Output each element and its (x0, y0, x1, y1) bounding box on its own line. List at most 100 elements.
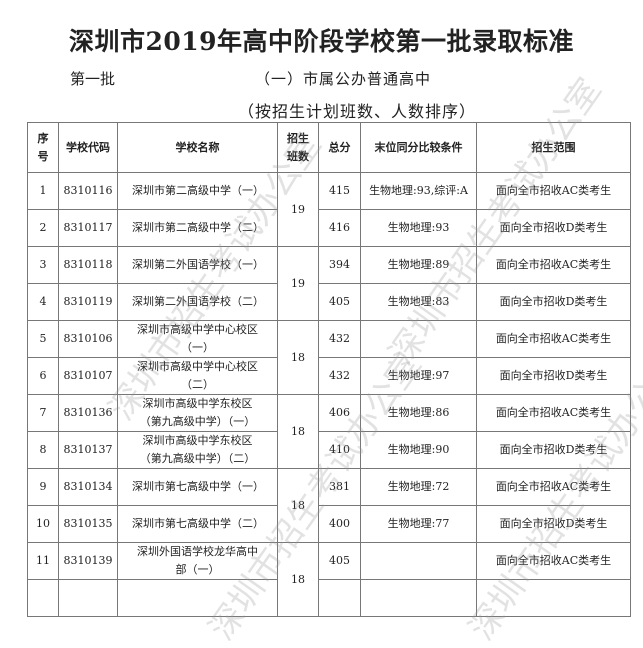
class-count: 19 (277, 172, 319, 247)
row-number: 4 (27, 283, 59, 321)
header-score: 总分 (318, 122, 361, 173)
admission-scope: 面向全市招收D类考生 (476, 431, 631, 469)
school-code: 8310106 (58, 320, 118, 358)
admission-scope: 面向全市招收D类考生 (476, 283, 631, 321)
total-score: 405 (318, 542, 361, 580)
row-number: 6 (27, 357, 59, 395)
school-name (117, 579, 278, 617)
admission-scope: 面向全市招收AC类考生 (476, 320, 631, 358)
class-count: 18 (277, 542, 319, 617)
table-row: 4 8310119 深圳第二外国语学校（二） 405 生物地理:83 面向全市招收D类考生 (27, 283, 631, 321)
table-row: 6 8310107 深圳市高级中学中心校区（二） 432 生物地理:97 面向全市招收D类… (27, 357, 631, 395)
table-row: 8 8310137 深圳市高级中学东校区（第九高级中学）（二） 410 生物地理:90 面… (27, 431, 631, 469)
admission-scope: 面向全市招收AC类考生 (476, 468, 631, 506)
school-code: 8310118 (58, 246, 118, 284)
table-row (27, 579, 631, 617)
header-name: 学校名称 (117, 122, 278, 173)
school-name: 深圳市第二高级中学（一） (117, 172, 278, 210)
header-classes: 招生班数 (277, 122, 319, 173)
table-row: 7 8310136 深圳市高级中学东校区（第九高级中学）（一） 18 406 生物地理:8… (27, 394, 631, 469)
school-name: 深圳市高级中学中心校区（二） (117, 357, 278, 395)
school-code: 8310139 (58, 542, 118, 580)
admission-scope: 面向全市招收AC类考生 (476, 542, 631, 580)
row-number: 9 (27, 468, 59, 506)
total-score: 405 (318, 283, 361, 321)
tiebreak-condition: 生物地理:89 (360, 246, 477, 284)
school-code: 8310135 (58, 505, 118, 543)
category-label: （一）市属公办普通高中 (255, 70, 432, 88)
total-score: 415 (318, 172, 361, 210)
class-count: 18 (277, 394, 319, 469)
total-score: 406 (318, 394, 361, 432)
table-row: 11 8310139 深圳外国语学校龙华高中部（一） 18 405 面向全市招收AC类考生 (27, 542, 631, 617)
row-number: 1 (27, 172, 59, 210)
row-number (27, 579, 59, 617)
batch-label: 第一批 (70, 70, 116, 88)
class-count: 18 (277, 320, 319, 395)
school-name: 深圳市第二高级中学（二） (117, 209, 278, 247)
tiebreak-condition (360, 579, 477, 617)
sort-note: （按招生计划班数、人数排序） (238, 102, 477, 121)
header-scope: 招生范围 (476, 122, 631, 173)
school-name: 深圳第二外国语学校（二） (117, 283, 278, 321)
row-number: 2 (27, 209, 59, 247)
tiebreak-condition: 生物地理:77 (360, 505, 477, 543)
row-number: 3 (27, 246, 59, 284)
total-score: 394 (318, 246, 361, 284)
admission-scope: 面向全市招收AC类考生 (476, 394, 631, 432)
tiebreak-condition: 生物地理:90 (360, 431, 477, 469)
tiebreak-condition: 生物地理:86 (360, 394, 477, 432)
tiebreak-condition: 生物地理:93,综评:A (360, 172, 477, 210)
table-row: 1 8310116 深圳市第二高级中学（一） 19 415 生物地理:93,综评:A 面向全… (27, 172, 631, 247)
total-score: 410 (318, 431, 361, 469)
admission-scope: 面向全市招收D类考生 (476, 357, 631, 395)
row-number: 8 (27, 431, 59, 469)
table-row: 9 8310134 深圳市第七高级中学（一） 18 381 生物地理:72 面向全市招收AC… (27, 468, 631, 543)
school-name: 深圳市第七高级中学（二） (117, 505, 278, 543)
admission-scope: 面向全市招收AC类考生 (476, 172, 631, 210)
tiebreak-condition: 生物地理:93 (360, 209, 477, 247)
school-code: 8310137 (58, 431, 118, 469)
tiebreak-condition: 生物地理:97 (360, 357, 477, 395)
total-score (318, 579, 361, 617)
table-row: 2 8310117 深圳市第二高级中学（二） 416 生物地理:93 面向全市招收D类考生 (27, 209, 631, 247)
school-name: 深圳外国语学校龙华高中部（一） (117, 542, 278, 580)
school-name: 深圳市高级中学中心校区（一） (117, 320, 278, 358)
tiebreak-condition: 生物地理:83 (360, 283, 477, 321)
total-score: 400 (318, 505, 361, 543)
admission-scope: 面向全市招收AC类考生 (476, 246, 631, 284)
table-row: 10 8310135 深圳市第七高级中学（二） 400 生物地理:77 面向全市招收D类考… (27, 505, 631, 543)
table-row: 3 8310118 深圳第二外国语学校（一） 19 394 生物地理:89 面向全市招收AC… (27, 246, 631, 321)
document-title: 深圳市2019年高中阶段学校第一批录取标准 (68, 27, 575, 56)
total-score: 416 (318, 209, 361, 247)
class-count: 19 (277, 246, 319, 321)
school-code (58, 579, 118, 617)
row-number: 11 (27, 542, 59, 580)
admission-table: 序号 学校代码 学校名称 招生班数 总分 末位同分比较条件 招生范围 1 8310… (27, 122, 631, 617)
school-name: 深圳市第七高级中学（一） (117, 468, 278, 506)
header-code: 学校代码 (58, 122, 118, 173)
header-no: 序号 (27, 122, 59, 173)
total-score: 432 (318, 320, 361, 358)
school-code: 8310136 (58, 394, 118, 432)
class-count: 18 (277, 468, 319, 543)
school-name: 深圳市高级中学东校区（第九高级中学）（二） (117, 431, 278, 469)
school-code: 8310134 (58, 468, 118, 506)
school-name: 深圳第二外国语学校（一） (117, 246, 278, 284)
total-score: 381 (318, 468, 361, 506)
tiebreak-condition: 生物地理:72 (360, 468, 477, 506)
admission-scope (476, 579, 631, 617)
row-number: 7 (27, 394, 59, 432)
total-score: 432 (318, 357, 361, 395)
table-header-row: 序号 学校代码 学校名称 招生班数 总分 末位同分比较条件 招生范围 (27, 122, 631, 173)
school-code: 8310107 (58, 357, 118, 395)
admission-scope: 面向全市招收D类考生 (476, 209, 631, 247)
admission-scope: 面向全市招收D类考生 (476, 505, 631, 543)
row-number: 5 (27, 320, 59, 358)
tiebreak-condition (360, 320, 477, 358)
school-code: 8310119 (58, 283, 118, 321)
header-condition: 末位同分比较条件 (360, 122, 477, 173)
school-name: 深圳市高级中学东校区（第九高级中学）（一） (117, 394, 278, 432)
school-code: 8310117 (58, 209, 118, 247)
tiebreak-condition (360, 542, 477, 580)
